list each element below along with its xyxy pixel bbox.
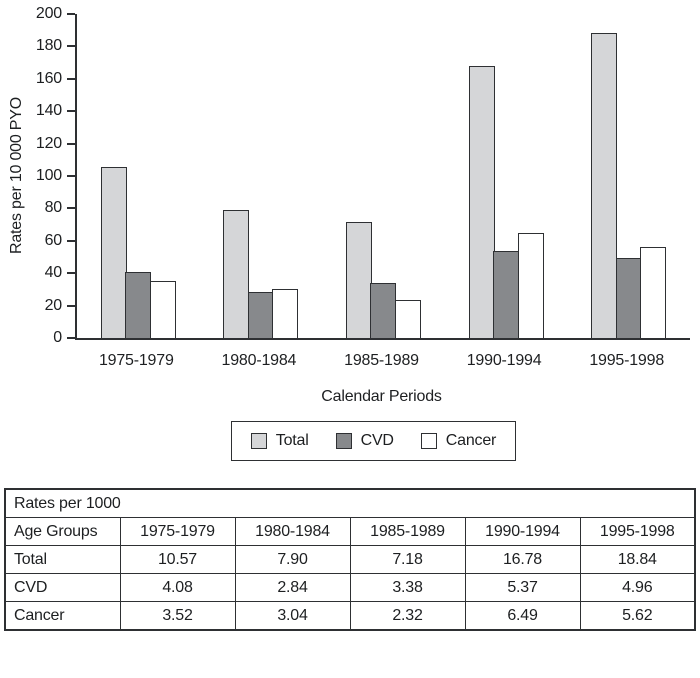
x-tick-label: 1995-1998 xyxy=(589,352,665,369)
y-tick-mark xyxy=(67,175,75,177)
value-cell: 3.04 xyxy=(234,601,351,631)
value-cell: 6.49 xyxy=(464,601,581,631)
y-tick-marks xyxy=(67,13,75,339)
legend-swatch-icon xyxy=(335,433,352,449)
x-tick-label: 1985-1989 xyxy=(344,352,419,369)
bar-group xyxy=(322,14,445,338)
y-tick-labels: 0 20 40 60 80 100 120 140 160 180 200 xyxy=(0,5,63,346)
bar-total xyxy=(345,221,372,338)
bar-cancer xyxy=(272,288,299,338)
bar-cancer xyxy=(394,300,421,338)
y-tick-mark xyxy=(67,13,75,15)
y-tick-label: 180 xyxy=(35,37,62,55)
x-tick-label: 1990-1994 xyxy=(466,352,542,369)
y-tick-label: 120 xyxy=(35,134,62,152)
period-cell: 1985-1989 xyxy=(349,517,466,546)
rates-table: Rates per 1000 Age Groups 1975-1979 1980-… xyxy=(4,488,696,631)
legend-label: CVD xyxy=(360,432,394,449)
x-tick-label: 1975-1979 xyxy=(98,352,174,369)
legend-swatch-icon xyxy=(420,433,437,449)
value-cell: 4.08 xyxy=(119,573,236,602)
y-tick-label: 140 xyxy=(35,102,62,120)
value-cell: 18.84 xyxy=(579,545,696,574)
bar-cvd xyxy=(247,292,274,338)
bar-group xyxy=(200,14,323,338)
y-tick-label: 40 xyxy=(44,264,63,282)
y-tick-label: 200 xyxy=(35,5,62,22)
table-period-row: Age Groups 1975-1979 1980-1984 1985-1989 19… xyxy=(4,517,696,546)
value-cell: 7.18 xyxy=(349,545,466,574)
y-tick-label: 160 xyxy=(35,69,62,87)
y-tick-label: 60 xyxy=(44,231,63,249)
y-tick-mark xyxy=(67,272,75,275)
y-tick-label: 20 xyxy=(44,296,63,314)
value-cell: 3.38 xyxy=(349,573,466,602)
value-cell: 7.90 xyxy=(234,545,351,574)
legend-item-total: Total xyxy=(250,432,309,450)
bar-cancer xyxy=(640,247,667,338)
legend-item-cvd: CVD xyxy=(335,432,394,450)
rates-table-body: Rates per 1000 Age Groups 1975-1979 1980-… xyxy=(4,488,696,631)
bar-group xyxy=(567,14,690,338)
value-cell: 4.96 xyxy=(579,573,696,602)
y-tick-mark xyxy=(67,110,75,113)
value-cell: 16.78 xyxy=(464,545,581,574)
y-tick-mark xyxy=(67,337,75,339)
value-cell: 10.57 xyxy=(119,545,236,574)
x-tick-labels: 1975-1979 1980-1984 1985-1989 1990-1994 1995… xyxy=(75,352,688,370)
y-tick-mark xyxy=(67,304,75,307)
bar-group xyxy=(77,14,200,338)
table-row-cvd: CVD 4.08 2.84 3.38 5.37 4.96 xyxy=(4,573,696,602)
bar-total xyxy=(591,32,618,338)
y-tick-label: 100 xyxy=(35,167,62,184)
y-tick-label: 0 xyxy=(53,329,62,346)
period-cell: 1975-1979 xyxy=(119,517,236,546)
row-label: Total xyxy=(4,545,121,574)
row-label: Cancer xyxy=(4,601,121,631)
y-tick-mark xyxy=(67,207,75,210)
bar-cvd xyxy=(370,283,397,338)
row-label: CVD xyxy=(4,573,121,602)
bar-cancer xyxy=(149,281,176,338)
bar-group xyxy=(445,14,568,338)
value-cell: 2.32 xyxy=(349,601,466,631)
bar-total xyxy=(468,66,495,338)
y-tick-mark xyxy=(67,77,75,80)
rates-table-wrap: Rates per 1000 Age Groups 1975-1979 1980-… xyxy=(4,488,696,631)
legend-label: Total xyxy=(275,432,309,449)
bar-cvd xyxy=(493,251,520,338)
bar-cvd xyxy=(615,257,642,338)
bar-total xyxy=(100,166,127,338)
period-cell: 1995-1998 xyxy=(579,517,696,546)
period-cell: 1990-1994 xyxy=(464,517,581,546)
table-title-row: Rates per 1000 xyxy=(4,488,696,518)
bar-total xyxy=(223,210,250,338)
value-cell: 3.52 xyxy=(119,601,236,631)
legend-swatch-icon xyxy=(250,433,267,449)
y-tick-mark xyxy=(67,239,75,242)
y-tick-mark xyxy=(67,45,75,48)
y-tick-label: 80 xyxy=(44,199,63,217)
value-cell: 5.37 xyxy=(464,573,581,602)
x-tick-label: 1980-1984 xyxy=(221,352,297,369)
value-cell: 5.62 xyxy=(579,601,696,631)
legend-item-cancer: Cancer xyxy=(420,432,497,450)
value-cell: 2.84 xyxy=(234,573,351,602)
y-tick-mark xyxy=(67,142,75,145)
plot-area xyxy=(75,14,690,340)
period-cell: 1980-1984 xyxy=(234,517,351,546)
age-groups-header: Age Groups xyxy=(4,517,121,546)
table-row-total: Total 10.57 7.90 7.18 16.78 18.84 xyxy=(4,545,696,574)
chart-legend: Total CVD Cancer xyxy=(231,421,516,461)
bar-cancer xyxy=(517,232,544,338)
x-axis-title: Calendar Periods xyxy=(321,388,442,405)
legend-label: Cancer xyxy=(445,432,497,449)
table-title: Rates per 1000 xyxy=(4,488,696,518)
table-row-cancer: Cancer 3.52 3.04 2.32 6.49 5.62 xyxy=(4,601,696,631)
bar-cvd xyxy=(125,271,152,338)
